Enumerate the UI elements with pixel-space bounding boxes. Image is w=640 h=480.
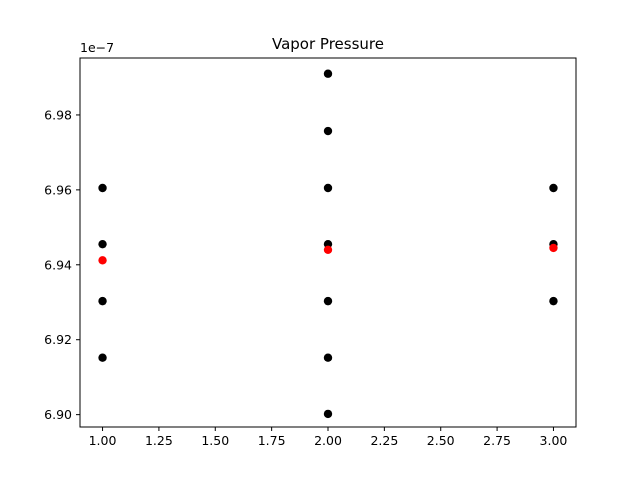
data-point-black — [98, 183, 107, 193]
plot-points — [98, 69, 558, 419]
data-point-black — [323, 353, 333, 362]
data-point-red — [323, 245, 333, 255]
data-point-black — [323, 69, 333, 78]
data-point-red — [98, 256, 107, 265]
y-tick-label: 6.96 — [44, 182, 72, 197]
y-tick-label: 6.90 — [44, 407, 72, 422]
x-tick-label: 2.00 — [314, 433, 342, 448]
x-tick-label: 1.75 — [258, 433, 286, 448]
y-tick-label: 6.92 — [44, 332, 72, 347]
plot-frame — [79, 57, 577, 428]
chart-title: Vapor Pressure — [272, 35, 384, 53]
data-point-black — [323, 183, 333, 193]
x-tick-label: 1.50 — [201, 433, 229, 448]
y-axis: 6.90 6.92 6.94 6.96 6.98 — [44, 107, 80, 422]
data-point-black — [98, 239, 107, 249]
data-point-black — [549, 296, 558, 306]
x-tick-label: 1.00 — [89, 433, 117, 448]
data-point-black — [323, 296, 333, 306]
x-tick-label: 1.25 — [145, 433, 173, 448]
data-point-black — [323, 126, 333, 136]
x-tick-label: 2.25 — [370, 433, 398, 448]
data-point-black — [549, 183, 558, 193]
data-point-black — [98, 296, 107, 306]
x-tick-label: 2.50 — [427, 433, 455, 448]
y-offset-text: 1e−7 — [80, 40, 114, 55]
data-point-black — [323, 409, 333, 419]
x-tick-label: 3.00 — [540, 433, 568, 448]
x-axis: 1.00 1.25 1.50 1.75 2.00 2.25 2.50 2.75 3.00 — [89, 427, 568, 448]
x-tick-label: 2.75 — [483, 433, 511, 448]
y-tick-label: 6.98 — [44, 107, 72, 122]
data-point-black — [98, 353, 107, 362]
y-tick-label: 6.94 — [44, 257, 72, 272]
data-point-red — [549, 243, 558, 253]
